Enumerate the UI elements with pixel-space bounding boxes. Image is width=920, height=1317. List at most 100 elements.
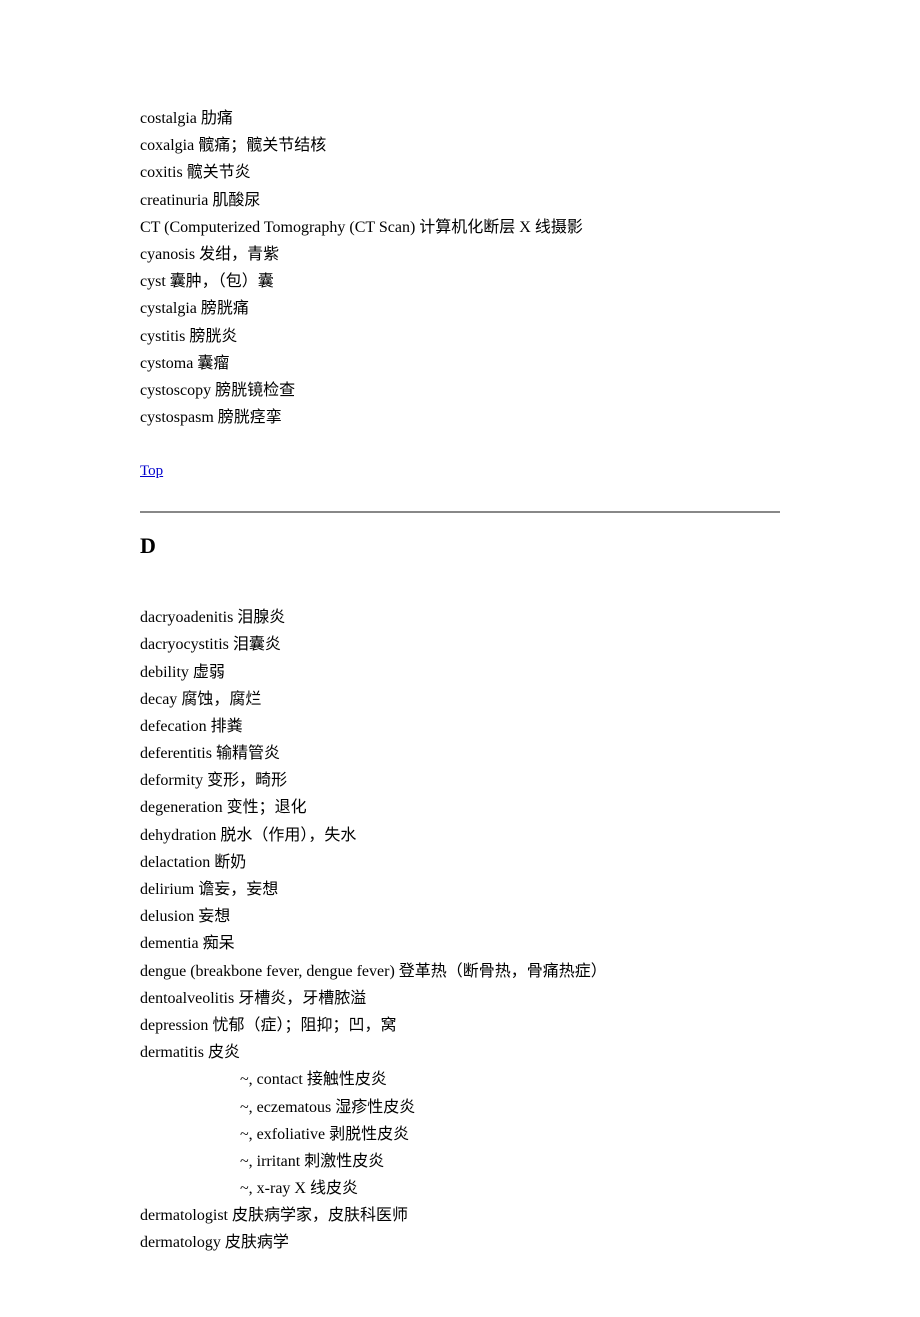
entry-term: deferentitis [140,745,212,762]
entry-definition: 痴呆 [203,935,235,952]
entry-term: cystalgia [140,300,197,317]
entry-definition: 变形，畸形 [207,772,287,789]
entry-term: ~, eczematous [240,1099,331,1116]
entry-term: cystospasm [140,409,214,426]
entry-definition: 腐蚀，腐烂 [181,691,261,708]
glossary-entry: CT (Computerized Tomography (CT Scan) 计算… [140,214,780,241]
section-divider [140,511,780,513]
entry-term: cyanosis [140,246,195,263]
entry-term: dentoalveolitis [140,990,234,1007]
entry-term: deformity [140,772,203,789]
entry-definition: 脱水（作用），失水 [220,827,356,844]
entry-term: delusion [140,908,194,925]
glossary-entry: cystoma 囊瘤 [140,350,780,377]
entry-definition: 囊肿，（包）囊 [170,273,274,290]
glossary-entry: delusion 妄想 [140,903,780,930]
glossary-entry: debility 虚弱 [140,659,780,686]
glossary-entry: delirium 谵妄，妄想 [140,876,780,903]
entry-definition: 皮肤病学家，皮肤科医师 [232,1207,408,1224]
entry-term: creatinuria [140,192,208,209]
entry-term: coxitis [140,164,183,181]
entry-term: coxalgia [140,137,194,154]
glossary-entry: cyanosis 发绀，青紫 [140,241,780,268]
entry-definition: 髋关节炎 [187,164,251,181]
entry-definition: 刺激性皮炎 [304,1153,384,1170]
glossary-entry: decay 腐蚀，腐烂 [140,686,780,713]
glossary-entry: deformity 变形，畸形 [140,767,780,794]
top-link[interactable]: Top [140,459,163,485]
entries-section-c: costalgia 肋痛coxalgia 髋痛；髋关节结核coxitis 髋关节… [140,105,780,431]
dermatitis-subentries: ~, contact 接触性皮炎~, eczematous 湿疹性皮炎~, ex… [140,1066,780,1202]
entry-definition: 囊瘤 [197,355,229,372]
entry-term: ~, irritant [240,1153,300,1170]
entry-definition: 髋痛；髋关节结核 [198,137,326,154]
entry-definition: 膀胱镜检查 [215,382,295,399]
entry-definition: 计算机化断层 X 线摄影 [419,219,583,236]
glossary-subentry: ~, exfoliative 剥脱性皮炎 [240,1121,780,1148]
glossary-entry: depression 忧郁（症）；阻抑；凹，窝 [140,1012,780,1039]
entry-definition: 肌酸尿 [212,192,260,209]
glossary-entry: dacryocystitis 泪囊炎 [140,631,780,658]
entry-definition: 肋痛 [201,110,233,127]
glossary-entry: dentoalveolitis 牙槽炎，牙槽脓溢 [140,985,780,1012]
entry-term: cystoscopy [140,382,211,399]
glossary-entry: deferentitis 输精管炎 [140,740,780,767]
entry-definition: 接触性皮炎 [307,1071,387,1088]
entry-definition: 膀胱炎 [189,328,237,345]
glossary-entry: dermatology 皮肤病学 [140,1229,780,1256]
glossary-entry: cystoscopy 膀胱镜检查 [140,377,780,404]
entry-term: cystoma [140,355,193,372]
entry-definition: 泪腺炎 [237,609,285,626]
glossary-entry: costalgia 肋痛 [140,105,780,132]
entry-term: ~, x-ray [240,1180,290,1197]
glossary-entry: cystospasm 膀胱痉挛 [140,404,780,431]
glossary-entry: degeneration 变性；退化 [140,794,780,821]
entry-definition: X 线皮炎 [294,1180,358,1197]
entry-term: ~, contact [240,1071,303,1088]
entry-definition: 剥脱性皮炎 [329,1126,409,1143]
entry-definition: 湿疹性皮炎 [335,1099,415,1116]
entry-definition: 泪囊炎 [233,636,281,653]
entry-term: dacryoadenitis [140,609,233,626]
glossary-entry: dermatologist 皮肤病学家，皮肤科医师 [140,1202,780,1229]
glossary-entry: dermatitis 皮炎 [140,1039,780,1066]
glossary-subentry: ~, eczematous 湿疹性皮炎 [240,1094,780,1121]
entry-definition: 膀胱痛 [201,300,249,317]
entry-term: dehydration [140,827,216,844]
glossary-entry: creatinuria 肌酸尿 [140,187,780,214]
entry-definition: 输精管炎 [216,745,280,762]
section-heading-d: D [140,527,780,564]
glossary-entry: cystitis 膀胱炎 [140,323,780,350]
glossary-entry: coxitis 髋关节炎 [140,159,780,186]
glossary-entry: coxalgia 髋痛；髋关节结核 [140,132,780,159]
glossary-entry: dengue (breakbone fever, dengue fever) 登… [140,958,780,985]
glossary-entry: dacryoadenitis 泪腺炎 [140,604,780,631]
entry-term: dacryocystitis [140,636,229,653]
entry-term: depression [140,1017,208,1034]
entry-definition: 忧郁（症）；阻抑；凹，窝 [212,1017,396,1034]
entry-term: dengue (breakbone fever, dengue fever) [140,963,395,980]
entry-term: delactation [140,854,210,871]
entry-term: delirium [140,881,194,898]
entry-definition: 虚弱 [193,664,225,681]
entry-term: debility [140,664,189,681]
glossary-entry: defecation 排粪 [140,713,780,740]
glossary-subentry: ~, contact 接触性皮炎 [240,1066,780,1093]
glossary-entry: cyst 囊肿，（包）囊 [140,268,780,295]
entry-term: costalgia [140,110,197,127]
glossary-entry: cystalgia 膀胱痛 [140,295,780,322]
entry-definition: 登革热（断骨热，骨痛热症） [399,963,607,980]
entry-definition: 排粪 [211,718,243,735]
entries-section-d-continued: dermatologist 皮肤病学家，皮肤科医师dermatology 皮肤病… [140,1202,780,1256]
entry-term: decay [140,691,177,708]
glossary-subentry: ~, x-ray X 线皮炎 [240,1175,780,1202]
glossary-entry: dehydration 脱水（作用），失水 [140,822,780,849]
glossary-entry: delactation 断奶 [140,849,780,876]
entry-term: degeneration [140,799,223,816]
entry-definition: 皮肤病学 [225,1234,289,1251]
document-page: costalgia 肋痛coxalgia 髋痛；髋关节结核coxitis 髋关节… [0,0,920,1317]
entry-term: dermatitis [140,1044,204,1061]
entry-term: defecation [140,718,207,735]
entry-term: dermatologist [140,1207,228,1224]
entries-section-d: dacryoadenitis 泪腺炎dacryocystitis 泪囊炎debi… [140,604,780,1066]
